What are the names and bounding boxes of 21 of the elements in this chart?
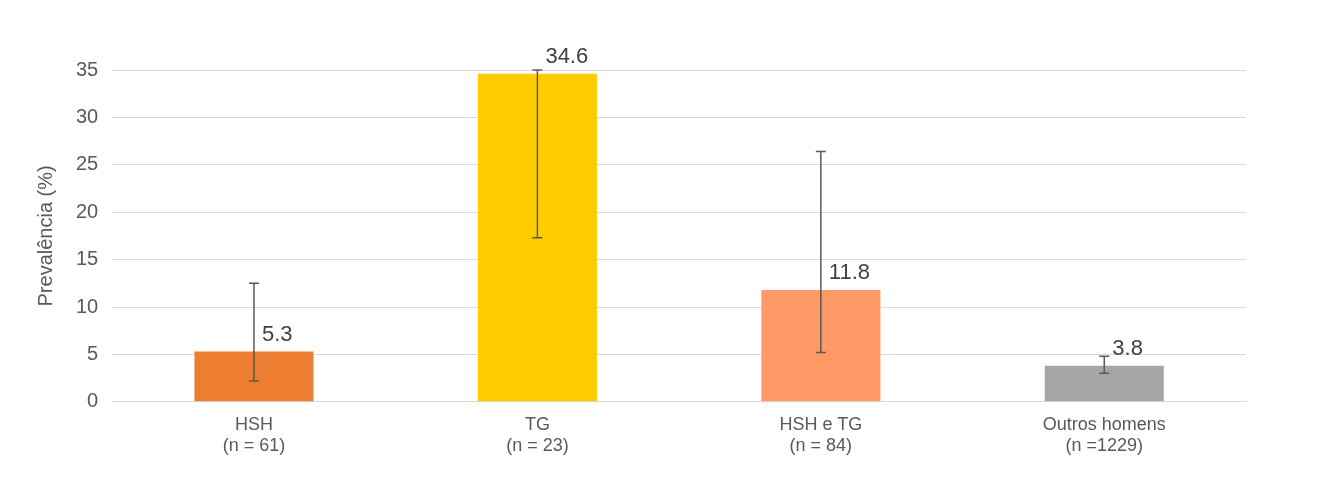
- data-label: 3.8: [1112, 334, 1143, 360]
- y-tick-label: 20: [76, 199, 99, 222]
- bar: [477, 73, 597, 402]
- y-tick-label: 30: [76, 104, 99, 127]
- y-tick-label: 25: [76, 152, 99, 175]
- bar: [194, 351, 314, 402]
- x-tick-label: TG (n = 23): [506, 413, 569, 456]
- data-label: 11.8: [828, 259, 871, 284]
- y-tick-label: 10: [76, 294, 99, 317]
- y-tick-label: 5: [87, 341, 99, 364]
- data-label: 34.6: [545, 42, 589, 68]
- data-label: 5.3: [261, 320, 293, 346]
- bar: [761, 289, 881, 402]
- y-axis-title: Prevalência (%): [33, 165, 56, 307]
- x-tick-label: HSH (n = 61): [222, 413, 286, 456]
- x-tick-label: HSH e TG (n = 84): [779, 413, 863, 456]
- y-tick-label: 15: [76, 247, 99, 270]
- y-tick-label: 0: [87, 389, 99, 412]
- x-tick-label: Outros homens (n =1229): [1042, 413, 1166, 456]
- y-tick-label: 35: [76, 57, 99, 80]
- bar: [1044, 365, 1164, 402]
